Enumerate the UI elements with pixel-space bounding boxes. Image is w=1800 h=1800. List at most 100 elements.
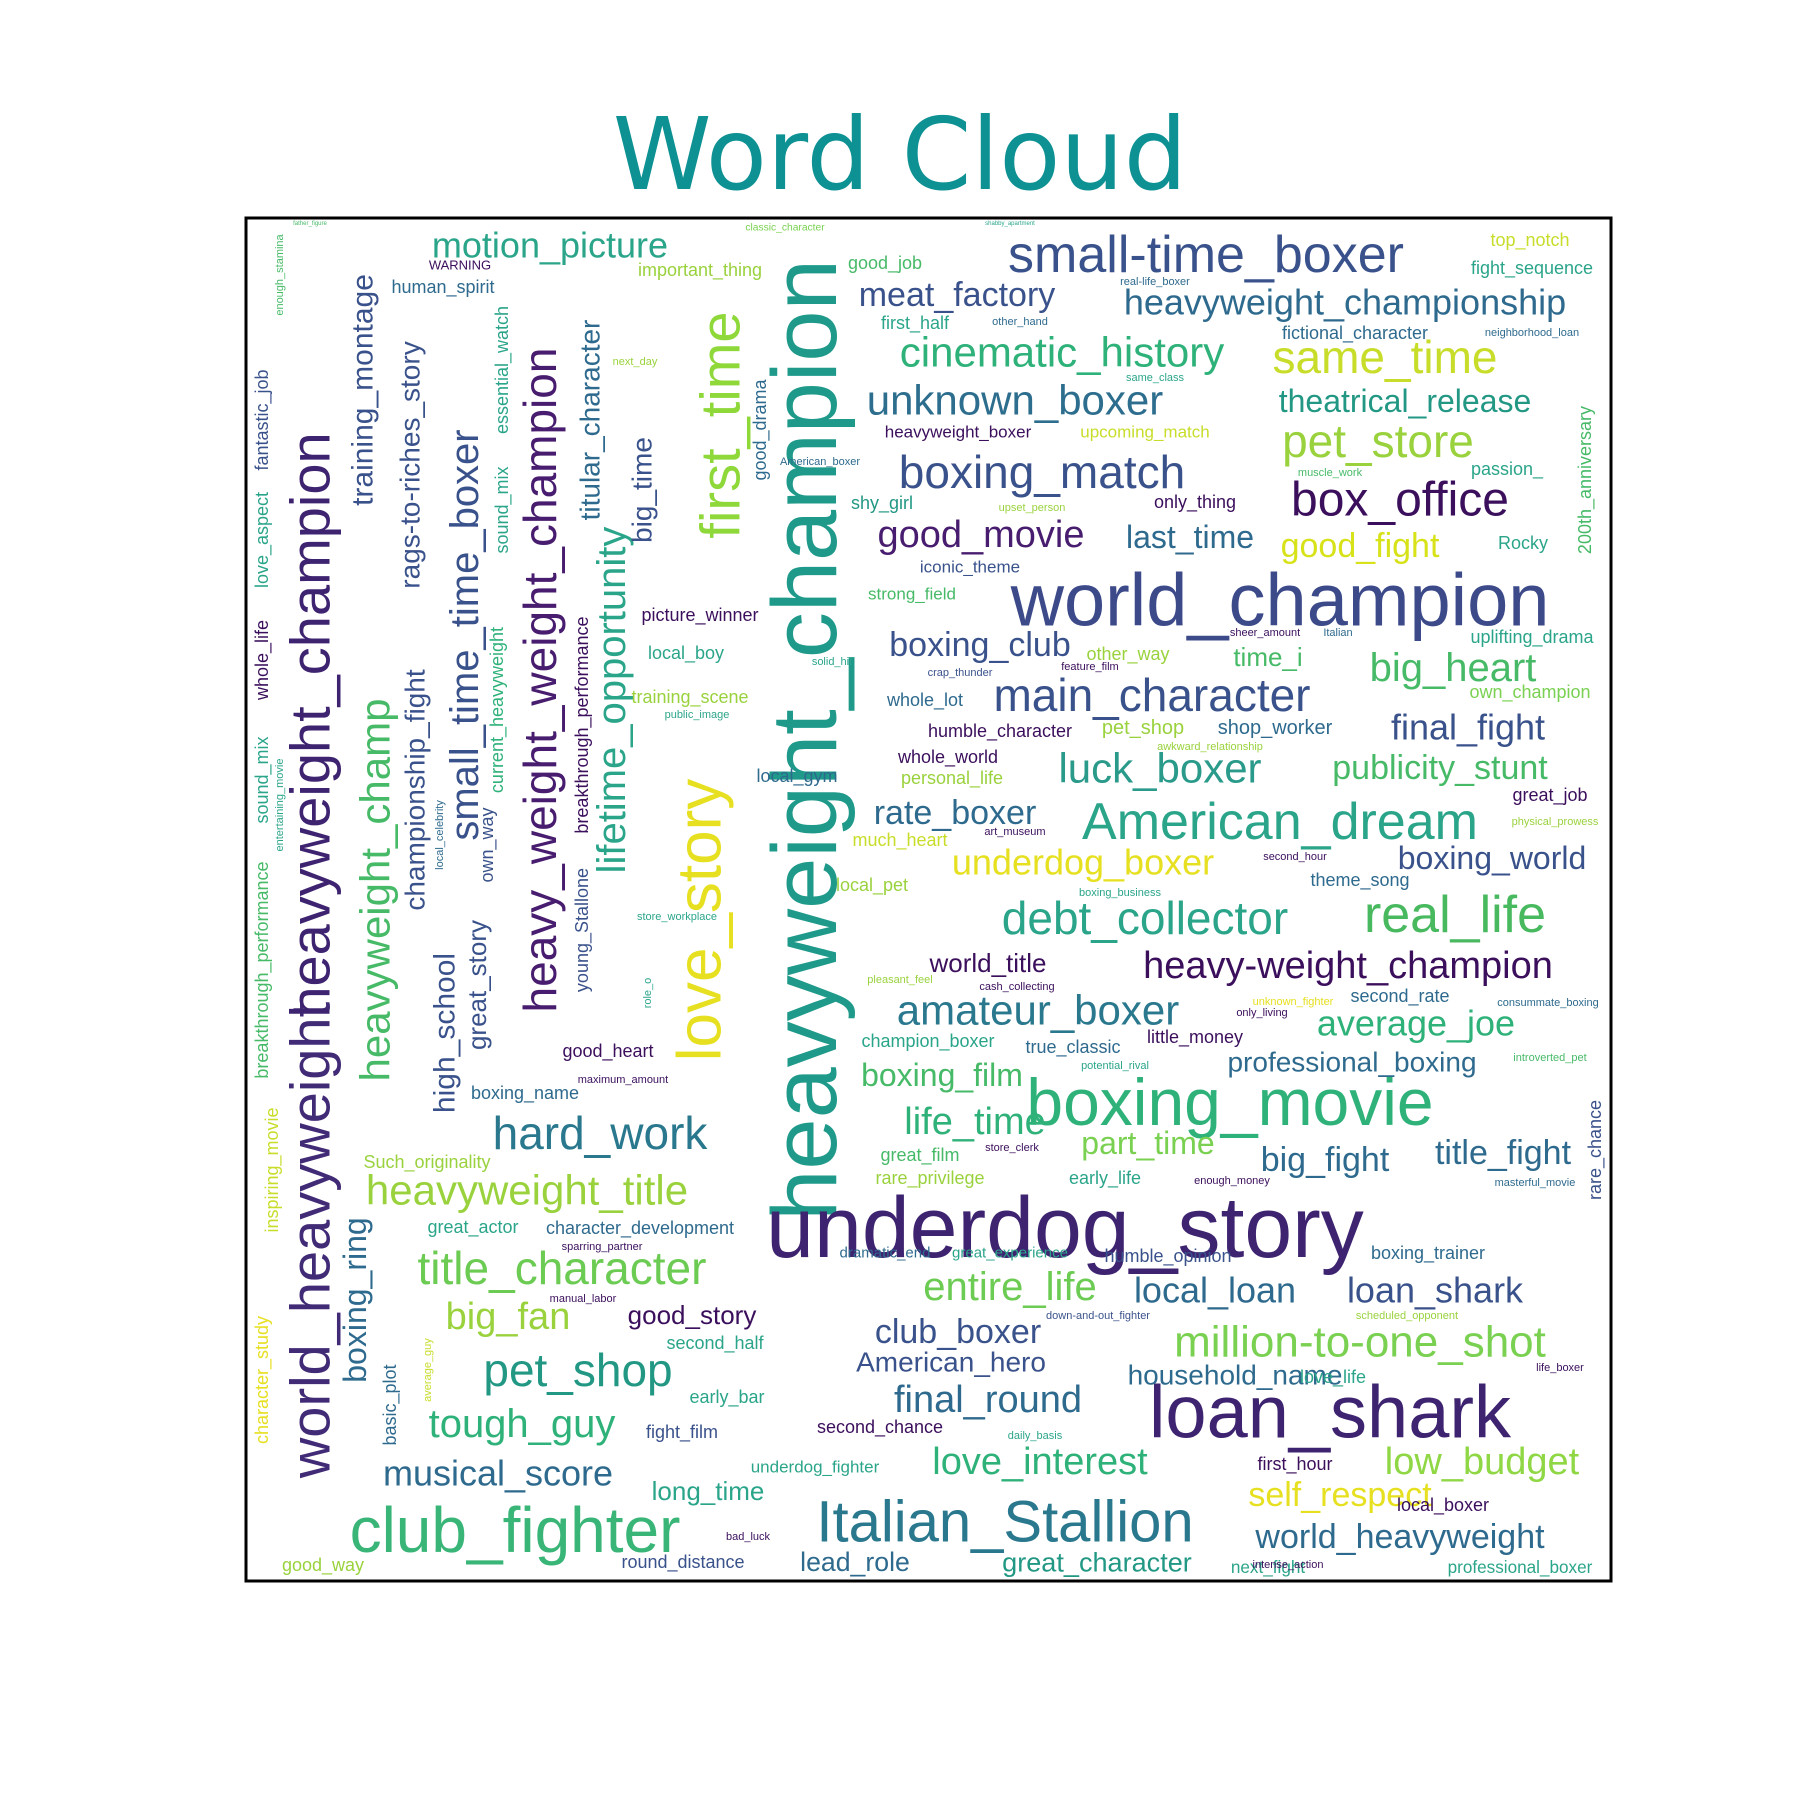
- word-31: luck_boxer: [1058, 745, 1261, 792]
- word-197: basic_plot: [380, 1364, 401, 1445]
- word-63: self_respect: [1248, 1476, 1432, 1514]
- word-147: father_figure: [293, 221, 327, 227]
- word-75: great_story: [462, 920, 492, 1050]
- word-138: underdog_fighter: [751, 1458, 880, 1477]
- word-40: meat_factory: [859, 276, 1056, 314]
- word-17: heavyweight_champ: [352, 699, 399, 1082]
- word-108: whole_world: [897, 747, 998, 768]
- word-141: local_boxer: [1397, 1495, 1489, 1516]
- word-61: American_hero: [856, 1347, 1046, 1378]
- words-layer: heavyweight_champion underdog_story world_…: [252, 221, 1606, 1578]
- word-54: life_time: [904, 1101, 1046, 1143]
- word-14: real_life: [1364, 886, 1546, 944]
- word-113: local_pet: [836, 875, 908, 896]
- word-137: second_chance: [817, 1417, 943, 1438]
- word-144: professional_boxer: [1448, 1557, 1593, 1577]
- word-148: shabby_apartment: [985, 221, 1035, 227]
- word-29: same_time: [1273, 331, 1498, 383]
- word-166: second_hour: [1263, 851, 1327, 863]
- word-3: loan_shark: [1149, 1371, 1512, 1454]
- word-199: sound_mix: [492, 466, 513, 553]
- word-106: pet_shop: [1102, 717, 1184, 739]
- word-27: cinematic_history: [900, 329, 1224, 376]
- word-79: 200th_anniversary: [1575, 406, 1596, 554]
- word-150: other_hand: [992, 316, 1048, 328]
- word-52: average_joe: [1317, 1003, 1515, 1044]
- word-81: classic_character: [745, 223, 825, 234]
- word-120: good_heart: [562, 1041, 653, 1062]
- word-127: great_actor: [427, 1217, 518, 1238]
- word-162: public_image: [665, 709, 730, 721]
- word-179: masterful_movie: [1495, 1177, 1576, 1189]
- word-157: sheer_amount: [1230, 627, 1300, 639]
- word-149: real-life_boxer: [1120, 276, 1190, 288]
- word-8: heavyweight_champion: [279, 432, 342, 1017]
- word-48: boxing_club: [889, 626, 1070, 664]
- word-10: Italian_Stallion: [816, 1490, 1193, 1555]
- word-78: good_story: [628, 1300, 757, 1330]
- word-169: pleasant_feel: [867, 974, 932, 986]
- word-46: final_fight: [1391, 707, 1545, 748]
- word-12: American_dream: [1082, 793, 1478, 851]
- word-124: great_film: [880, 1145, 959, 1166]
- word-125: rare_privilege: [875, 1168, 984, 1189]
- word-198: average_guy: [422, 1338, 434, 1402]
- word-143: next_fight: [1231, 1557, 1306, 1577]
- word-74: high_school: [429, 953, 462, 1113]
- word-33: heavy-weight_champion: [1143, 945, 1553, 987]
- word-64: world_heavyweight: [1254, 1518, 1545, 1556]
- word-22: title_character: [418, 1242, 707, 1294]
- word-25: boxing_match: [899, 446, 1185, 498]
- word-178: enough_money: [1194, 1175, 1270, 1187]
- word-68: training_montage: [347, 274, 380, 506]
- word-42: last_time: [1126, 519, 1254, 555]
- word-129: dramatic_end: [840, 1245, 931, 1262]
- word-191: whole_life: [252, 620, 273, 701]
- word-58: local_loan: [1134, 1270, 1296, 1311]
- word-30: pet_store: [1282, 415, 1474, 467]
- word-24: tough_guy: [429, 1402, 616, 1446]
- word-21: heavyweight_title: [366, 1167, 688, 1214]
- word-188: enough_stamina: [274, 233, 286, 315]
- word-89: heavyweight_boxer: [885, 423, 1032, 442]
- word-85: fight_sequence: [1471, 258, 1593, 279]
- word-186: bad_luck: [726, 1531, 771, 1543]
- word-71: rags-to-riches_story: [395, 341, 426, 588]
- word-119: true_classic: [1025, 1037, 1120, 1058]
- word-176: maximum_amount: [578, 1074, 668, 1086]
- word-105: humble_character: [928, 721, 1072, 742]
- word-96: strong_field: [868, 585, 956, 604]
- word-160: feature_film: [1061, 661, 1118, 673]
- word-65: lead_role: [800, 1547, 910, 1577]
- word-60: club_boxer: [875, 1313, 1041, 1351]
- word-45: big_heart: [1370, 646, 1537, 690]
- word-201: current_heavyweight: [487, 627, 508, 793]
- word-13: heavy_weight_weight_champion: [514, 348, 566, 1013]
- word-87: first_half: [881, 313, 950, 334]
- word-23: pet_shop: [483, 1344, 672, 1396]
- word-97: picture_winner: [641, 605, 758, 626]
- word-170: cash_collecting: [979, 981, 1054, 993]
- word-111: great_job: [1512, 785, 1587, 806]
- word-37: final_round: [894, 1379, 1082, 1421]
- word-98: uplifting_drama: [1470, 627, 1594, 648]
- word-158: Italian: [1323, 627, 1352, 639]
- word-130: great_experience: [952, 1245, 1068, 1262]
- word-110: personal_life: [901, 768, 1003, 789]
- word-202: own_way: [477, 807, 498, 882]
- word-205: breakthrough_performance: [572, 616, 593, 833]
- word-56: big_fight: [1261, 1141, 1390, 1179]
- word-168: store_workplace: [637, 911, 717, 923]
- word-91: passion_: [1471, 459, 1544, 480]
- word-102: own_champion: [1469, 682, 1590, 703]
- word-155: muscle_work: [1298, 467, 1363, 479]
- word-118: little_money: [1147, 1027, 1243, 1048]
- word-146: WARNING: [429, 258, 491, 273]
- word-1: underdog_story: [766, 1180, 1364, 1276]
- word-28: unknown_boxer: [867, 377, 1164, 424]
- word-185: daily_basis: [1008, 1430, 1063, 1442]
- word-164: physical_prowess: [1512, 816, 1599, 828]
- word-49: rate_boxer: [874, 794, 1037, 832]
- word-100: other_way: [1086, 644, 1169, 665]
